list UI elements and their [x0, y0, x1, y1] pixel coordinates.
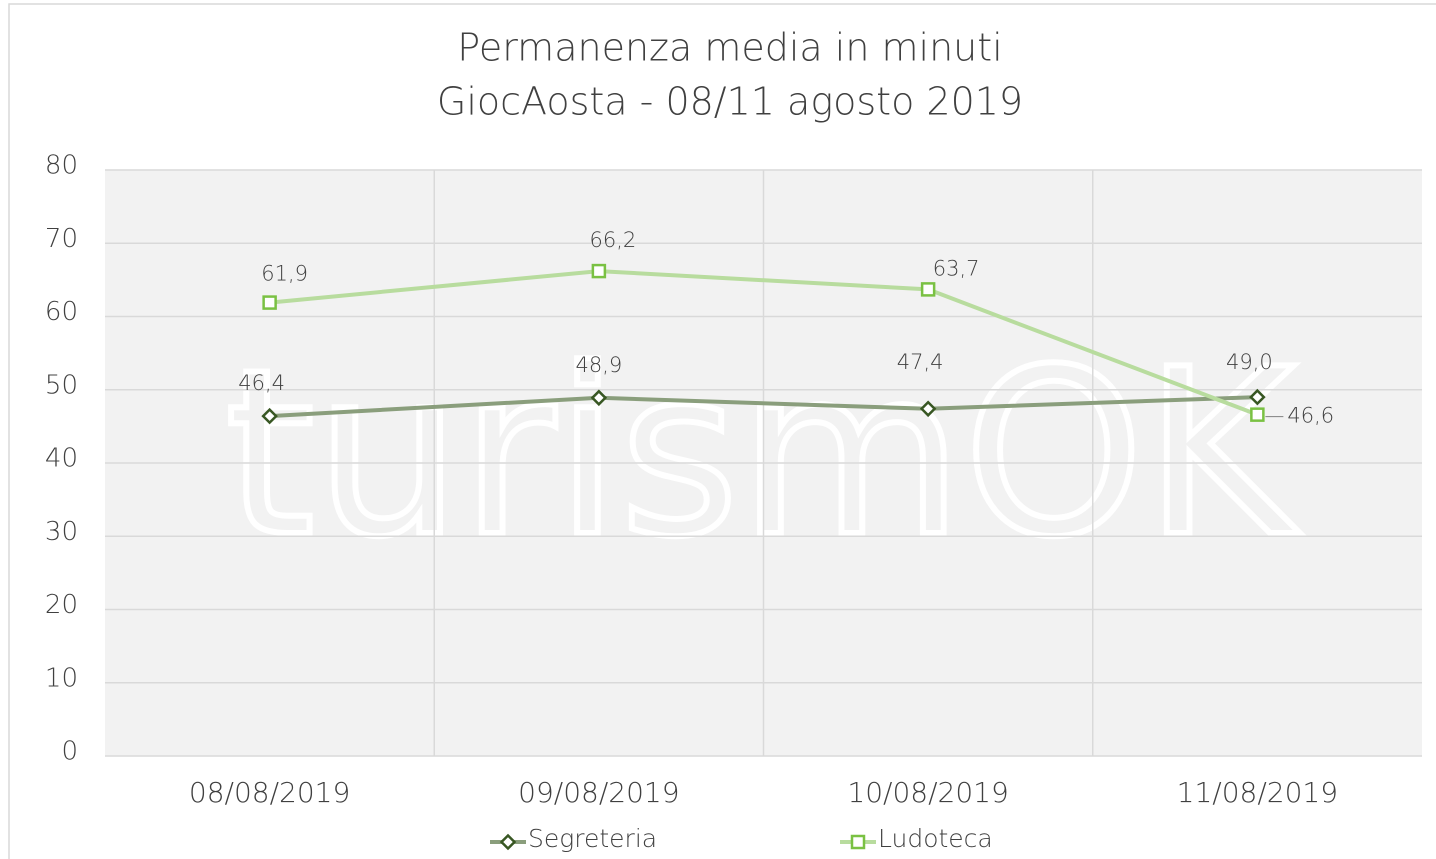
data-label: 46,6 — [1287, 404, 1334, 428]
data-point — [262, 295, 277, 310]
y-tick-label: 10 — [45, 663, 78, 693]
y-tick-label: 30 — [45, 517, 78, 547]
data-point — [919, 400, 937, 418]
x-tick-label: 08/08/2019 — [189, 776, 350, 809]
series-line — [269, 269, 1259, 417]
chart-title: Permanenza media in minuti — [457, 26, 1002, 70]
data-label: 63,7 — [933, 256, 980, 280]
legend-label: Segreteria — [528, 824, 657, 853]
data-point — [590, 389, 608, 407]
x-tick-label: 09/08/2019 — [518, 776, 679, 809]
y-tick-label: 0 — [61, 737, 78, 767]
data-label: 46,4 — [238, 371, 285, 395]
legend-label: Ludoteca — [878, 824, 993, 853]
data-point — [1250, 407, 1265, 422]
watermark: turismOK — [225, 321, 1300, 588]
data-label: 49,0 — [1226, 350, 1273, 374]
data-label: 47,4 — [897, 350, 944, 374]
data-label: 61,9 — [261, 262, 308, 286]
data-point — [850, 834, 866, 850]
data-point — [591, 263, 607, 279]
data-label: 66,2 — [589, 228, 636, 252]
x-tick-label: 11/08/2019 — [1177, 776, 1338, 809]
y-tick-label: 50 — [45, 370, 78, 400]
x-tick-label: 10/08/2019 — [847, 776, 1008, 809]
data-point — [920, 282, 936, 297]
y-tick-label: 40 — [45, 444, 78, 474]
y-tick-label: 80 — [45, 151, 78, 181]
series-line — [269, 395, 1258, 419]
chart-subtitle: GiocAosta - 08/11 agosto 2019 — [437, 80, 1023, 124]
data-point — [261, 407, 278, 425]
y-tick-label: 20 — [45, 590, 78, 620]
data-label: 48,9 — [575, 353, 622, 377]
y-tick-label: 60 — [45, 297, 78, 327]
data-point — [499, 833, 517, 851]
y-tick-label: 70 — [45, 224, 78, 254]
data-point — [1249, 388, 1266, 406]
